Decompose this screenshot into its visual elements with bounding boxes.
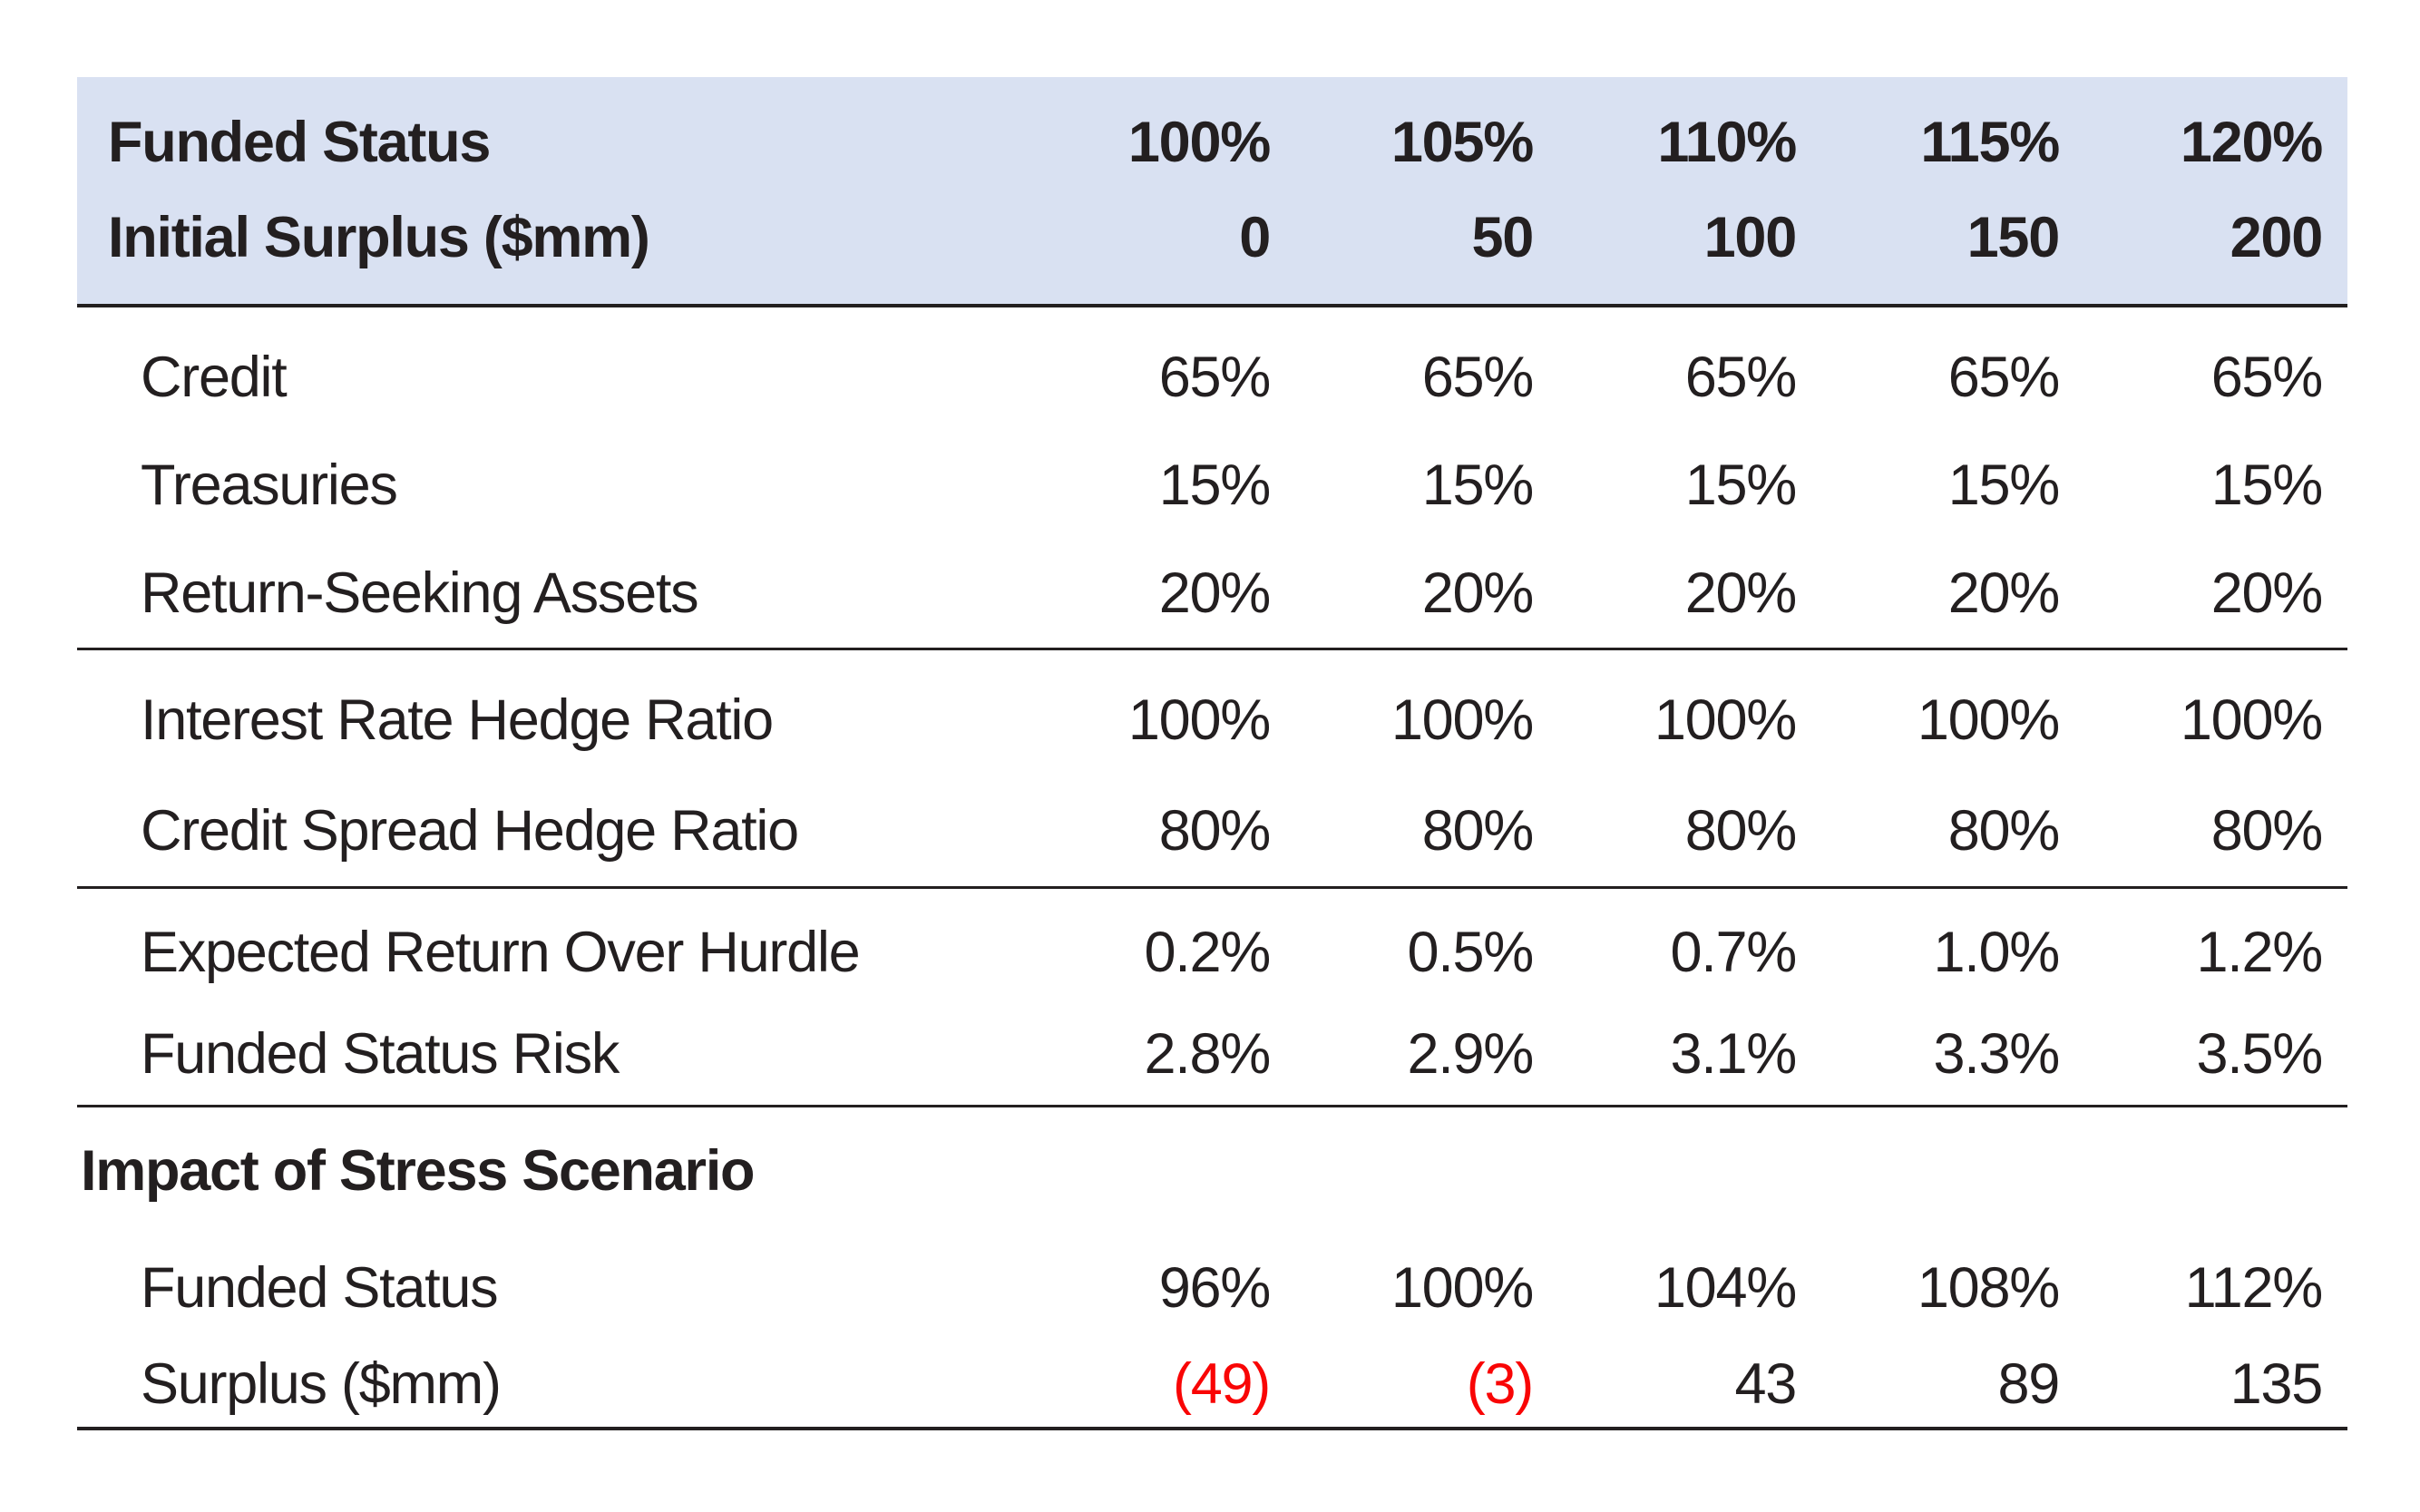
table-row: Return-Seeking Assets 20% 20% 20% 20% 20% xyxy=(77,540,2347,648)
table-cell: 100% xyxy=(1391,1255,1534,1320)
table-cell: 2.9% xyxy=(1407,1021,1534,1086)
table-cell: 80% xyxy=(1158,798,1272,863)
table-cell: 100% xyxy=(1654,688,1797,752)
table-row: Surplus ($mm) (49) (3) 43 89 135 xyxy=(77,1341,2347,1427)
table-cell: 80% xyxy=(1947,798,2061,863)
row-label: Credit Spread Hedge Ratio xyxy=(141,798,799,863)
table-cell: 65% xyxy=(1947,346,2061,409)
table-cell: 115% xyxy=(1920,111,2060,174)
table-cell: 105% xyxy=(1391,111,1534,174)
table-cell: 0.7% xyxy=(1670,920,1797,984)
table-cell: 3.1% xyxy=(1670,1021,1797,1086)
table-cell: 0 xyxy=(1239,206,1271,269)
table-cell: 2.8% xyxy=(1144,1021,1271,1086)
table-group-return-and-risk: Expected Return Over Hurdle 0.2% 0.5% 0.7% 1… xyxy=(77,889,2347,1107)
table-cell: 3.3% xyxy=(1933,1021,2060,1086)
table-cell: 96% xyxy=(1158,1255,1272,1320)
table-cell: 65% xyxy=(2210,346,2324,409)
table-row: Interest Rate Hedge Ratio 100% 100% 100% 100… xyxy=(77,665,2347,776)
table-cell: 150 xyxy=(1966,206,2061,269)
table-cell: 89 xyxy=(1997,1351,2060,1416)
table-cell: 0.5% xyxy=(1407,920,1534,984)
table-cell: 65% xyxy=(1684,346,1798,409)
table-cell: 80% xyxy=(1421,798,1535,863)
table-row: Impact of Stress Scenario xyxy=(77,1107,2347,1234)
table-header: Funded Status 100% 105% 110% 115% 120% Initial… xyxy=(77,77,2347,307)
row-label: Funded Status Risk xyxy=(141,1021,620,1086)
row-label: Treasuries xyxy=(141,454,398,517)
table-row: Initial Surplus ($mm) 0 50 100 150 200 xyxy=(77,190,2347,286)
row-label: Credit xyxy=(141,346,288,409)
table-cell: 100% xyxy=(2180,688,2323,752)
table-cell: 15% xyxy=(1421,454,1535,517)
row-label: Return-Seeking Assets xyxy=(141,561,699,625)
stress-section-title: Impact of Stress Scenario xyxy=(81,1138,756,1203)
table-cell: (49) xyxy=(1173,1351,1271,1416)
table-row: Credit 65% 65% 65% 65% 65% xyxy=(77,324,2347,432)
row-label: Interest Rate Hedge Ratio xyxy=(141,688,774,752)
table-group-hedge-ratios: Interest Rate Hedge Ratio 100% 100% 100% 100… xyxy=(77,650,2347,889)
table-row: Funded Status 100% 105% 110% 115% 120% xyxy=(77,95,2347,190)
table-cell: 20% xyxy=(1158,561,1272,625)
stress-scenario-section: Impact of Stress Scenario Funded Status 96… xyxy=(77,1107,2347,1430)
table-cell: 100 xyxy=(1703,206,1798,269)
table-cell: 15% xyxy=(2210,454,2324,517)
table-group-asset-allocation: Credit 65% 65% 65% 65% 65% Treasuries 15% 15% 15%… xyxy=(77,307,2347,650)
table-row: Treasuries 15% 15% 15% 15% 15% xyxy=(77,432,2347,540)
header-row-label: Initial Surplus ($mm) xyxy=(108,206,650,269)
row-label: Funded Status xyxy=(141,1255,499,1320)
table-cell: 65% xyxy=(1421,346,1535,409)
table-cell: 1.0% xyxy=(1933,920,2060,984)
table-cell: 100% xyxy=(1917,688,2060,752)
table-cell: 200 xyxy=(2230,206,2324,269)
table-cell: 0.2% xyxy=(1144,920,1271,984)
table-cell: 80% xyxy=(1684,798,1798,863)
table-cell: 1.2% xyxy=(2196,920,2323,984)
table-cell: 100% xyxy=(1127,688,1271,752)
table-cell: 20% xyxy=(1947,561,2061,625)
table-cell: 65% xyxy=(1158,346,1272,409)
table-cell: 3.5% xyxy=(2196,1021,2323,1086)
table-row: Funded Status 96% 100% 104% 108% 112% xyxy=(77,1234,2347,1341)
header-row-label: Funded Status xyxy=(108,111,491,174)
table-cell: 120% xyxy=(2180,111,2323,174)
table-cell: 20% xyxy=(1421,561,1535,625)
table-cell: 20% xyxy=(1684,561,1798,625)
table-cell: 104% xyxy=(1654,1255,1797,1320)
table-cell: 112% xyxy=(2184,1255,2324,1320)
table-cell: 135 xyxy=(2230,1351,2324,1416)
row-label: Expected Return Over Hurdle xyxy=(141,920,861,984)
table-cell: 80% xyxy=(2210,798,2324,863)
table-cell: 15% xyxy=(1947,454,2061,517)
table-body: Credit 65% 65% 65% 65% 65% Treasuries 15% 15% 15%… xyxy=(77,307,2347,1107)
table-cell: 43 xyxy=(1734,1351,1797,1416)
table-cell: (3) xyxy=(1466,1351,1534,1416)
table-cell: 100% xyxy=(1127,111,1271,174)
table-cell: 110% xyxy=(1657,111,1797,174)
table-cell: 15% xyxy=(1158,454,1272,517)
table-cell: 100% xyxy=(1391,688,1534,752)
table-row: Expected Return Over Hurdle 0.2% 0.5% 0.7% 1… xyxy=(77,902,2347,1003)
funded-status-scenario-table: Funded Status 100% 105% 110% 115% 120% Initial… xyxy=(77,77,2347,1430)
table-row: Funded Status Risk 2.8% 2.9% 3.1% 3.3% 3.5% xyxy=(77,1003,2347,1105)
table-cell: 20% xyxy=(2210,561,2324,625)
table-cell: 50 xyxy=(1471,206,1534,269)
table-cell: 15% xyxy=(1684,454,1798,517)
table-cell: 108% xyxy=(1917,1255,2060,1320)
row-label: Surplus ($mm) xyxy=(141,1351,502,1416)
table-row: Credit Spread Hedge Ratio 80% 80% 80% 80% 80% xyxy=(77,776,2347,886)
